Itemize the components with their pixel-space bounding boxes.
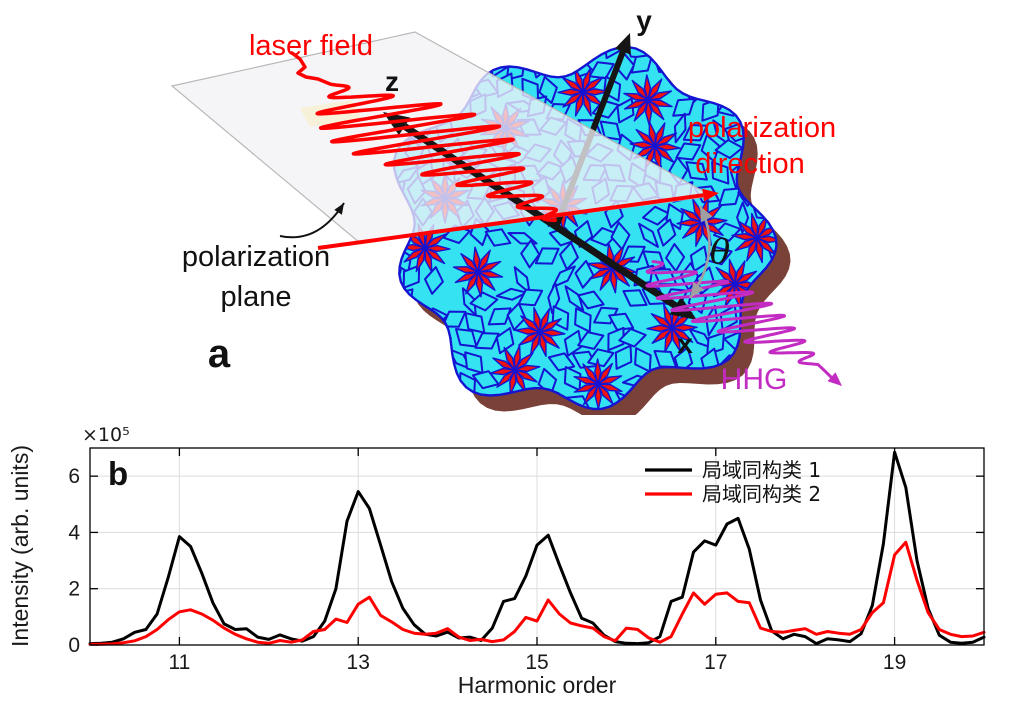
polarization-plane-label-line2: plane (221, 281, 292, 313)
x-axis-label: x (677, 328, 693, 359)
hhg-label: HHG (721, 363, 788, 396)
chart-tick-labels: 11 13 15 17 19 0 2 4 6 (68, 465, 906, 674)
z-axis-label: z (385, 66, 399, 97)
x-tick-label: 11 (168, 651, 190, 674)
theta-angle-label: θ (710, 232, 730, 272)
legend-label-series-2: 局域同构类 2 (702, 482, 821, 506)
chart-legend: 局域同构类 1 局域同构类 2 (645, 458, 821, 506)
y-tick-label: 0 (68, 634, 80, 657)
x-tick-label: 19 (883, 651, 906, 674)
panel-a-overlays (279, 51, 842, 386)
laser-field-label: laser field (249, 30, 373, 62)
panel-a-labels: laser field z y polarization direction θ… (182, 5, 836, 396)
panel-a-letter: a (208, 332, 231, 376)
x-axis-title: Harmonic order (458, 672, 617, 698)
panel-b-letter: b (108, 455, 128, 492)
x-tick-label: 15 (525, 651, 548, 674)
y-tick-label: 4 (68, 521, 80, 544)
polarization-direction-label-line1: polarization (688, 112, 836, 144)
chart-curves (88, 450, 986, 646)
x-tick-label: 17 (704, 651, 727, 674)
panel-b-chart: 11 13 15 17 19 0 2 4 6 局域同构类 1 局域同构类 2 b ×10⁵ In… (7, 424, 986, 698)
y-axis-title: Intensity (arb. units) (7, 445, 33, 647)
y-tick-label: 2 (68, 578, 80, 601)
panel-a-schematic: laser field z y polarization direction θ… (170, 5, 842, 415)
polarization-plane-label-line1: polarization (182, 241, 330, 273)
panel-b-labels: b ×10⁵ Intensity (arb. units) Harmonic o… (7, 424, 617, 698)
legend-label-series-1: 局域同构类 1 (702, 458, 821, 482)
chart-gridlines (90, 448, 984, 645)
x-tick-label: 13 (347, 651, 370, 674)
y-axis-power-label: ×10⁵ (82, 424, 130, 446)
polarization-direction-label-line2: direction (695, 148, 805, 180)
chart-axes-frame (89, 447, 985, 646)
y-axis-label: y (636, 5, 652, 36)
y-tick-label: 6 (68, 465, 80, 488)
